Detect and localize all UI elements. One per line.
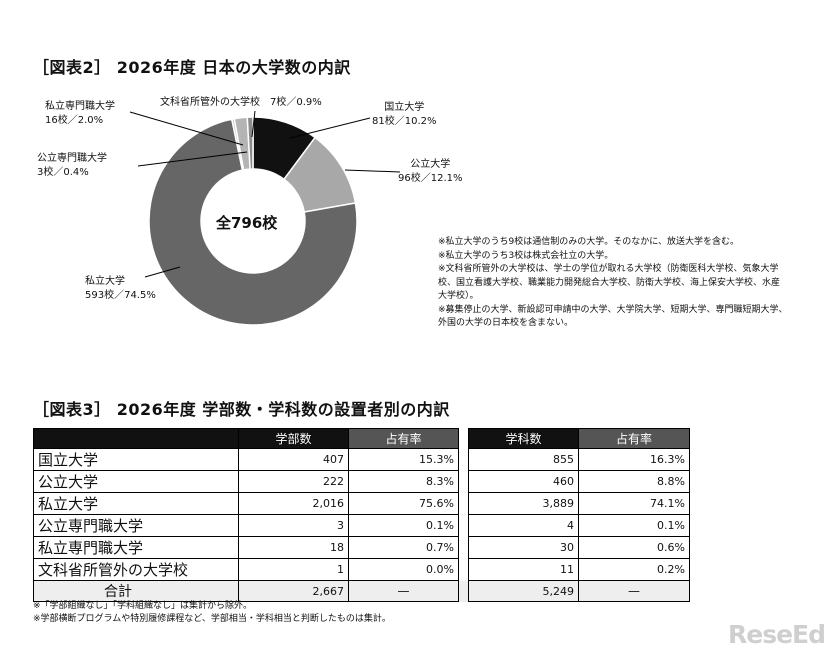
cell-gakubu-share: 0.0% [348, 558, 459, 581]
label-kokuritsu: 国立大学 81校／10.2% [372, 101, 437, 129]
cell-gakka: 3,889 [468, 492, 579, 515]
cell-gakka: 460 [468, 470, 579, 493]
leader-line-monka [251, 110, 256, 138]
leader-line-kouritsu [344, 169, 401, 173]
cell-gakubu: 18 [238, 536, 349, 559]
cell-gakka-share: 0.1% [578, 514, 690, 537]
cell-gakubu-share: 0.7% [348, 536, 459, 559]
note-item: ※募集停止の大学、新設認可申請中の大学、大学院大学、短期大学、専門職短期大学、外… [438, 304, 788, 329]
label-shiritsu: 私立大学 593校／74.5% [85, 275, 156, 303]
total-gakka-share: — [578, 580, 690, 602]
donut-center-label: 全796校 [216, 214, 278, 232]
header-gakubu: 学部数 [238, 428, 349, 449]
note-item: ※「学部組織なし」「学科組織なし」は集計から除外。 [33, 601, 253, 611]
leader-lines [129, 110, 401, 278]
header-gakka: 学科数 [468, 428, 579, 449]
leader-line-kokuritsu [289, 117, 371, 139]
table-row: 私立大学 2,016 75.6% 3,889 74.1% [33, 492, 690, 515]
note-item: ※文科省所管外の大学校は、学士の学位が取れる大学校（防衛医科大学校、気象大学校、… [438, 264, 781, 301]
reseed-logo: ReseEd [728, 620, 826, 649]
cell-gap [458, 580, 469, 602]
note-item: ※私立大学のうち9校は通信制のみの大学。そのなかに、放送大学を含む。 [438, 237, 739, 247]
header-gakka-share: 占有率 [578, 428, 690, 449]
cell-gakubu-share: 0.1% [348, 514, 459, 537]
label-kouritsu-senmon: 公立専門職大学 3校／0.4% [37, 152, 107, 180]
label-value: 16校／2.0% [45, 115, 104, 126]
leader-line-shiritsu [144, 266, 181, 278]
label-name: 公立大学 [410, 159, 451, 170]
figure3-title: ［図表3］ 2026年度 学部数・学科数の設置者別の内訳 [33, 400, 450, 419]
cell-gakubu: 2,016 [238, 492, 349, 515]
leader-line-kouritsu-senmon [137, 151, 248, 167]
note-item: ※学部横断プログラムや特別履修課程など、学部相当・学科相当と判断したものは集計。 [33, 614, 391, 624]
cell-gakubu: 222 [238, 470, 349, 493]
leader-line-shiritsu-senmon [129, 111, 244, 146]
cell-gakka: 11 [468, 558, 579, 581]
row-name: 文科省所管外の大学校 [33, 558, 239, 581]
label-name: 公立専門職大学 [37, 153, 107, 164]
table-row: 文科省所管外の大学校 1 0.0% 11 0.2% [33, 558, 690, 581]
figure2-notes: ※私立大学のうち9校は通信制のみの大学。そのなかに、放送大学を含む。 ※私立大学… [438, 236, 788, 331]
row-name: 私立大学 [33, 492, 239, 515]
cell-gakubu-share: 75.6% [348, 492, 459, 515]
table-row: 公立専門職大学 3 0.1% 4 0.1% [33, 514, 690, 537]
cell-gakka-share: 16.3% [578, 448, 690, 471]
cell-gakka-share: 0.2% [578, 558, 690, 581]
cell-gakka: 30 [468, 536, 579, 559]
total-name: 合計 [33, 580, 239, 602]
label-value: 7校／0.9% [270, 97, 322, 108]
cell-gakubu: 3 [238, 514, 349, 537]
donut-slice-3 [148, 118, 358, 326]
table-total-row: 合計 2,667 — 5,249 — [33, 580, 690, 602]
total-gakubu: 2,667 [238, 580, 349, 602]
label-name: 文科省所管外の大学校 [160, 97, 260, 108]
cell-gap [458, 470, 469, 493]
cell-gap [458, 492, 469, 515]
faculty-table: 学部数 占有率 学科数 占有率 国立大学 407 15.3% 855 16.3%… [33, 428, 690, 602]
cell-gakka: 4 [468, 514, 579, 537]
donut-chart [129, 110, 401, 326]
total-gakka: 5,249 [468, 580, 579, 602]
header-gakubu-share: 占有率 [348, 428, 459, 449]
label-name: 私立大学 [85, 276, 125, 287]
table-header-row: 学部数 占有率 学科数 占有率 [33, 428, 690, 449]
header-blank [33, 428, 239, 449]
label-value: 96校／12.1% [398, 173, 463, 184]
cell-gakka-share: 74.1% [578, 492, 690, 515]
label-value: 593校／74.5% [85, 290, 156, 301]
row-name: 公立専門職大学 [33, 514, 239, 537]
table-row: 国立大学 407 15.3% 855 16.3% [33, 448, 690, 471]
donut-slices [148, 116, 358, 326]
note-item: ※私立大学のうち3校は株式会社立の大学。 [438, 250, 614, 261]
cell-gakka: 855 [468, 448, 579, 471]
label-name: 私立専門職大学 [45, 101, 115, 112]
cell-gakubu: 1 [238, 558, 349, 581]
cell-gakka-share: 0.6% [578, 536, 690, 559]
total-gakubu-share: — [348, 580, 459, 602]
label-monka: 文科省所管外の大学校 7校／0.9% [160, 96, 322, 110]
cell-gakubu-share: 15.3% [348, 448, 459, 471]
label-value: 81校／10.2% [372, 116, 437, 127]
cell-gap [458, 514, 469, 537]
cell-gap [458, 536, 469, 559]
cell-gakubu: 407 [238, 448, 349, 471]
label-shiritsu-senmon: 私立専門職大学 16校／2.0% [45, 100, 115, 128]
figure3-notes: ※「学部組織なし」「学科組織なし」は集計から除外。 ※学部横断プログラムや特別履… [33, 600, 391, 626]
row-name: 国立大学 [33, 448, 239, 471]
cell-gakubu-share: 8.3% [348, 470, 459, 493]
header-gap [458, 428, 469, 449]
cell-gap [458, 558, 469, 581]
table-row: 私立専門職大学 18 0.7% 30 0.6% [33, 536, 690, 559]
row-name: 公立大学 [33, 470, 239, 493]
label-name: 国立大学 [384, 102, 425, 113]
cell-gap [458, 448, 469, 471]
table-row: 公立大学 222 8.3% 460 8.8% [33, 470, 690, 493]
row-name: 私立専門職大学 [33, 536, 239, 559]
label-kouritsu: 公立大学 96校／12.1% [398, 158, 463, 186]
cell-gakka-share: 8.8% [578, 470, 690, 493]
figure2-title: ［図表2］ 2026年度 日本の大学数の内訳 [33, 58, 351, 77]
donut-slice-6 [246, 116, 254, 170]
label-value: 3校／0.4% [37, 167, 89, 178]
